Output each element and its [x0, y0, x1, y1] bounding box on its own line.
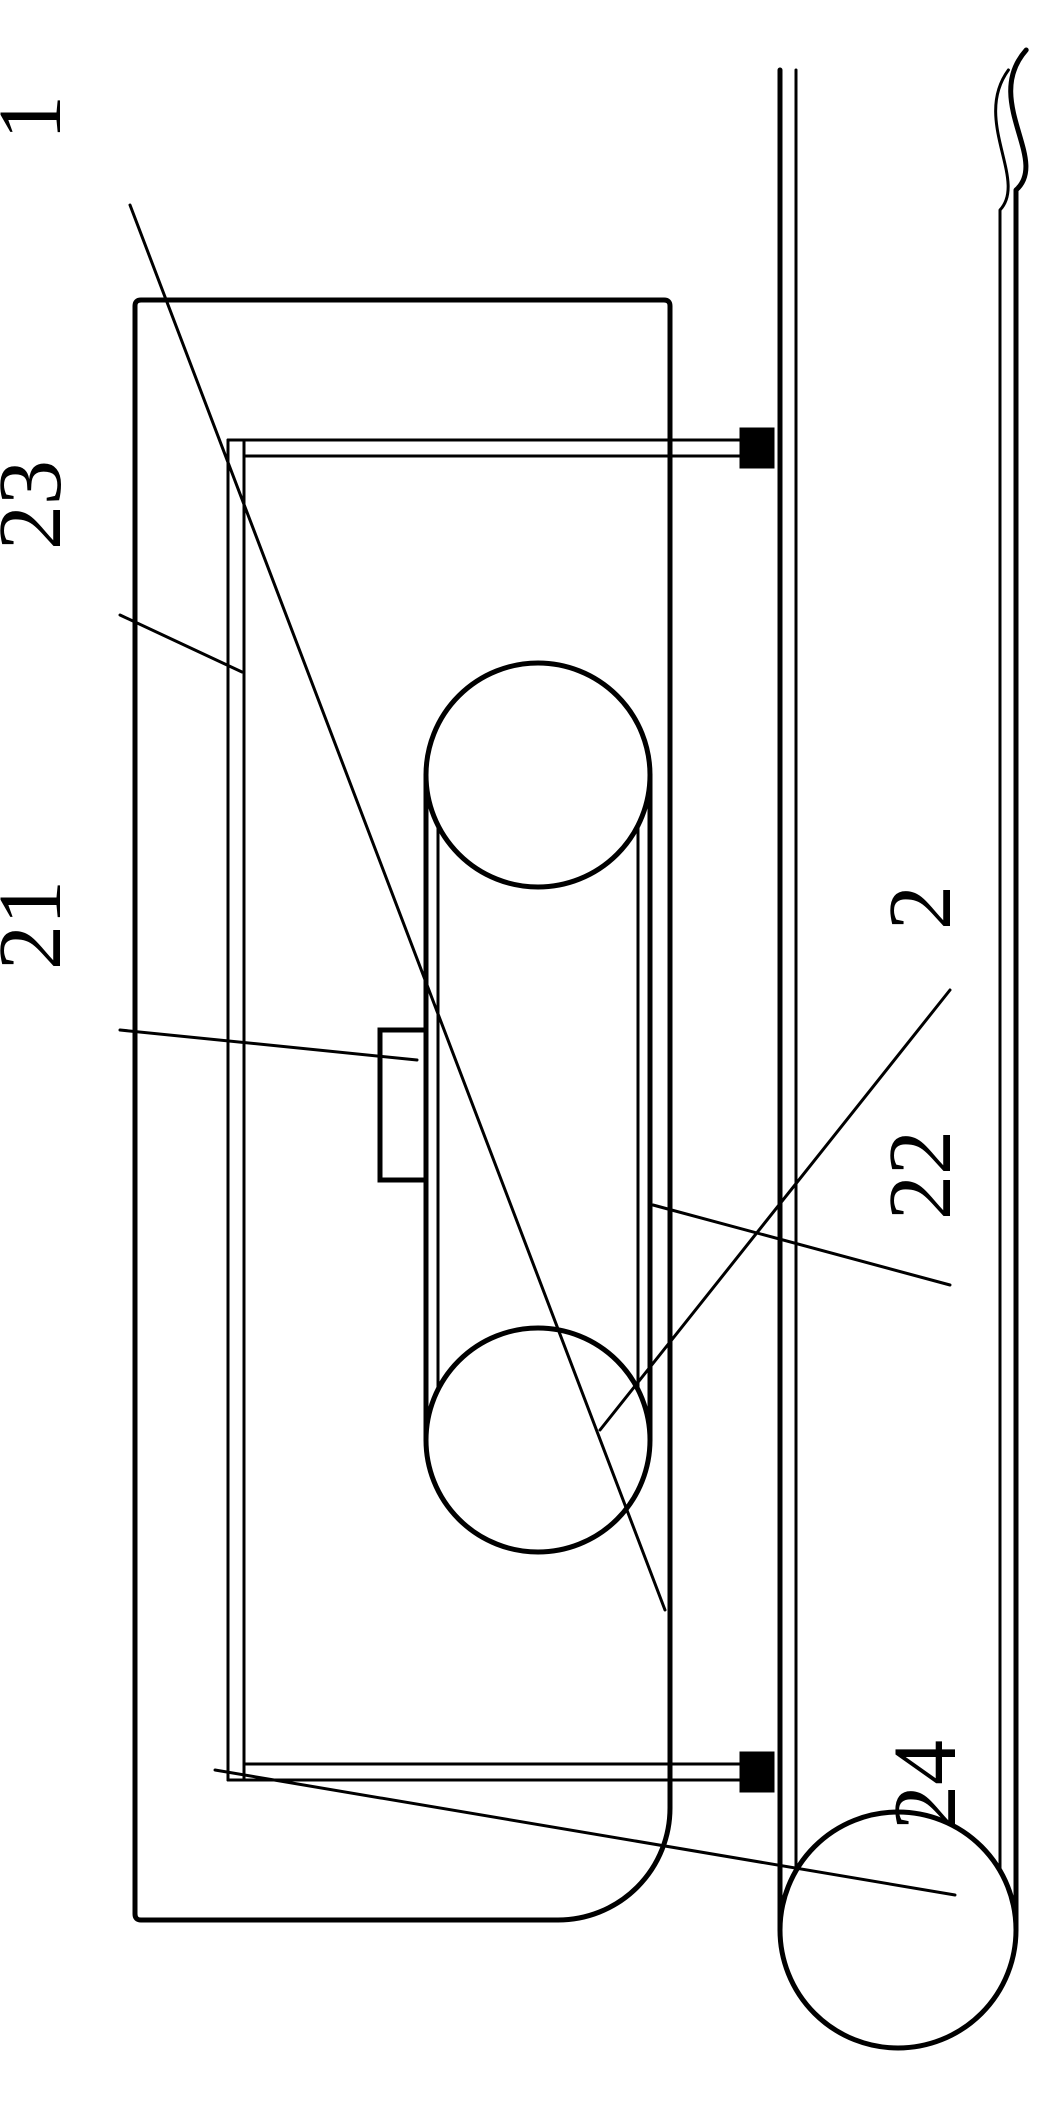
label-L22: 22	[871, 1130, 970, 1220]
figure: 1212322224	[0, 0, 1062, 2110]
label-L1: 1	[0, 95, 80, 140]
label-L2: 2	[871, 885, 970, 930]
label-L21: 21	[0, 880, 80, 970]
label-L24: 24	[876, 1740, 975, 1830]
label-L23: 23	[0, 460, 80, 550]
